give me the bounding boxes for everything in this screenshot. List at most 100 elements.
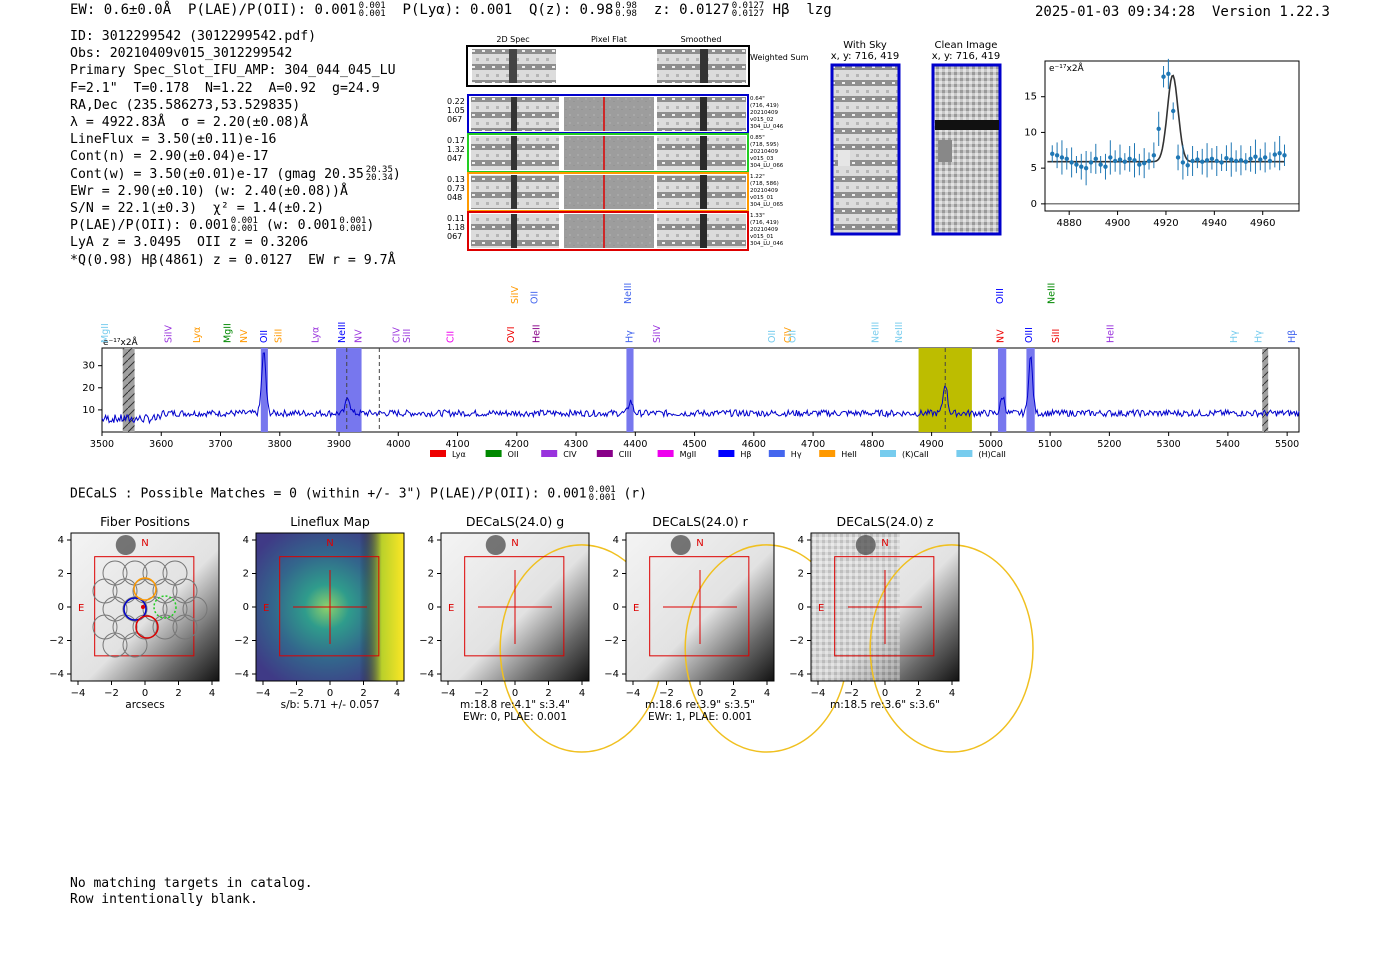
decals-panel: DECaLS(24.0) g N E −4 4 −2 2 0 0 2 −2 4 −4 m:18.8 re:… xyxy=(419,514,664,753)
aperture-box xyxy=(279,556,380,657)
spectrum-xtick-label: 3900 xyxy=(327,439,351,450)
cutout-smoothed-trace xyxy=(700,214,707,248)
decals-xtick-label: −2 xyxy=(104,688,119,699)
plae-hi: 0.001 xyxy=(358,1,386,11)
zoom-data-point xyxy=(1064,156,1069,162)
spectrum-xtick-label: 3500 xyxy=(90,439,114,450)
spectrum-xtick-label: 5400 xyxy=(1216,439,1240,450)
spectral-line-label: Hβ xyxy=(1287,330,1298,343)
zoom-xtick-label: 4940 xyxy=(1202,218,1227,229)
spectral-line-label: NV xyxy=(239,329,250,343)
aperture-box xyxy=(464,556,565,657)
north-label: N xyxy=(511,538,518,549)
neighbor-source xyxy=(670,535,691,555)
zoom-ytick-label: 15 xyxy=(1024,92,1037,103)
cutout-side-label: 0.85" xyxy=(750,135,765,141)
decals-xtick-label: 2 xyxy=(545,688,551,699)
legend-label: CIV xyxy=(563,450,577,459)
fiber-circle xyxy=(122,632,148,658)
fiber-circle xyxy=(152,614,178,640)
info-plae: P(LAE)/P(OII): 0.001 0.001 0.001 (w: 0.001… xyxy=(70,217,401,234)
info-plae-hi: 0.001 xyxy=(230,216,258,227)
decals-ytick-label: 2 xyxy=(613,569,619,580)
zoom-data-point xyxy=(1054,153,1060,158)
cutout-stat: 067 xyxy=(447,232,462,241)
zoom-data-point xyxy=(1069,160,1074,165)
spectral-line-label: SiII xyxy=(274,329,285,343)
clean-image-band xyxy=(935,120,999,130)
cutout-stat: 1.18 xyxy=(447,223,465,232)
plae-lo: 0.001 xyxy=(358,9,386,19)
decals-lo: 0.001 xyxy=(588,493,616,503)
zoom-data-point xyxy=(1059,155,1065,160)
decals-caption: m:18.6 re:3.9" s:3.5" xyxy=(645,699,755,711)
spectral-line-label: OII xyxy=(259,330,270,343)
zoom-xtick-label: 4960 xyxy=(1250,218,1275,229)
east-label: E xyxy=(263,603,269,614)
zoom-data-point xyxy=(1079,164,1084,169)
zoom-emission-chart: e⁻¹⁷x2Å 4880 4900 4920 4940 4960 0 5 10 15 xyxy=(1024,58,1300,229)
col-label-2d-spec: 2D Spec xyxy=(496,35,529,44)
spectral-line-label: SiII xyxy=(402,329,413,343)
neighbor-source xyxy=(115,535,136,555)
spectral-line-label: Lyα xyxy=(310,327,321,343)
spectrum-ytick-label: 30 xyxy=(82,361,95,372)
zoom-data-point xyxy=(1127,156,1132,162)
spectral-line-label: SiIV xyxy=(652,325,663,343)
cutout-stat: 0.73 xyxy=(447,184,465,193)
decals-ytick-label: −2 xyxy=(604,636,619,647)
spectrum-xtick-label: 4100 xyxy=(445,439,469,450)
cutout-trace xyxy=(511,97,517,131)
info-lineflux: LineFlux = 3.50(±0.11)e-16 xyxy=(70,132,277,148)
decals-panel: Fiber Positions N E −4 4 −2 2 0 0 2 −2 4 −4 arcsecs xyxy=(49,514,220,711)
legend-swatch xyxy=(430,450,446,457)
spectral-line-label: OII xyxy=(787,330,798,343)
legend-swatch xyxy=(596,450,613,457)
neighbor-source xyxy=(485,535,506,555)
fiber-primary xyxy=(123,597,147,621)
cutout-stat: 047 xyxy=(447,154,462,163)
spectral-line-label: NeIII xyxy=(870,322,881,343)
spectrum-xtick-label: 4500 xyxy=(682,439,706,450)
cutout-pixel-flat xyxy=(564,136,654,170)
legend-label: CIII xyxy=(619,450,632,459)
east-label: E xyxy=(448,603,454,614)
decals-band: (r) xyxy=(623,486,647,502)
decals-xtick-label: −4 xyxy=(626,688,641,699)
zoom-data-point xyxy=(1151,153,1157,158)
legend-swatch xyxy=(485,450,502,457)
decals-ytick-label: −4 xyxy=(49,669,64,680)
cutout-pixel-flat xyxy=(564,175,654,209)
zoom-ytick-label: 0 xyxy=(1031,199,1037,210)
info-radec: RA,Dec (235.586273,53.529835) xyxy=(70,97,301,113)
decals-ytick-label: 0 xyxy=(798,602,804,613)
zoom-data-point xyxy=(1166,71,1171,77)
with-sky-panel: With Sky x, y: 716, 419 xyxy=(830,40,901,236)
zoom-data-point xyxy=(1209,156,1215,162)
decals-panel-title: Lineflux Map xyxy=(290,514,370,529)
decals-ytick-label: −2 xyxy=(789,636,804,647)
decals-xtick-label: 0 xyxy=(327,688,333,699)
contw-text: Cont(w) = 3.50(±0.01)e-17 (gmag 20.35 xyxy=(70,166,364,182)
legend-swatch xyxy=(768,450,785,457)
zoom-data-point xyxy=(1248,156,1253,162)
aperture-box xyxy=(834,556,935,657)
decals-xtick-label: 2 xyxy=(730,688,736,699)
cutout-smoothed-trace xyxy=(700,136,707,170)
decals-caption2: EWr: 0, PLAE: 0.001 xyxy=(463,711,567,723)
clean-image-title: Clean Image xyxy=(935,40,998,51)
spectrum-line xyxy=(101,352,1300,425)
spectral-line-label: CIV xyxy=(392,327,403,343)
timestamp-version: 2025-01-03 09:34:28 Version 1.22.3 xyxy=(1035,4,1330,20)
cutout-stat: 067 xyxy=(447,115,462,124)
spectrum-xtick-label: 5500 xyxy=(1275,439,1299,450)
cutout-side-label: v015_01 xyxy=(750,234,774,240)
spectral-line-label: MgII xyxy=(100,323,111,343)
cutout-side-label: v015_01 xyxy=(750,195,774,201)
cutout-side-label: 304_LU_066 xyxy=(750,163,784,169)
decals-summary: DECaLS : Possible Matches = 0 (within +/… xyxy=(70,486,647,503)
cutout-side-label: (718, 586) xyxy=(750,181,779,187)
legend-swatch xyxy=(541,450,558,457)
